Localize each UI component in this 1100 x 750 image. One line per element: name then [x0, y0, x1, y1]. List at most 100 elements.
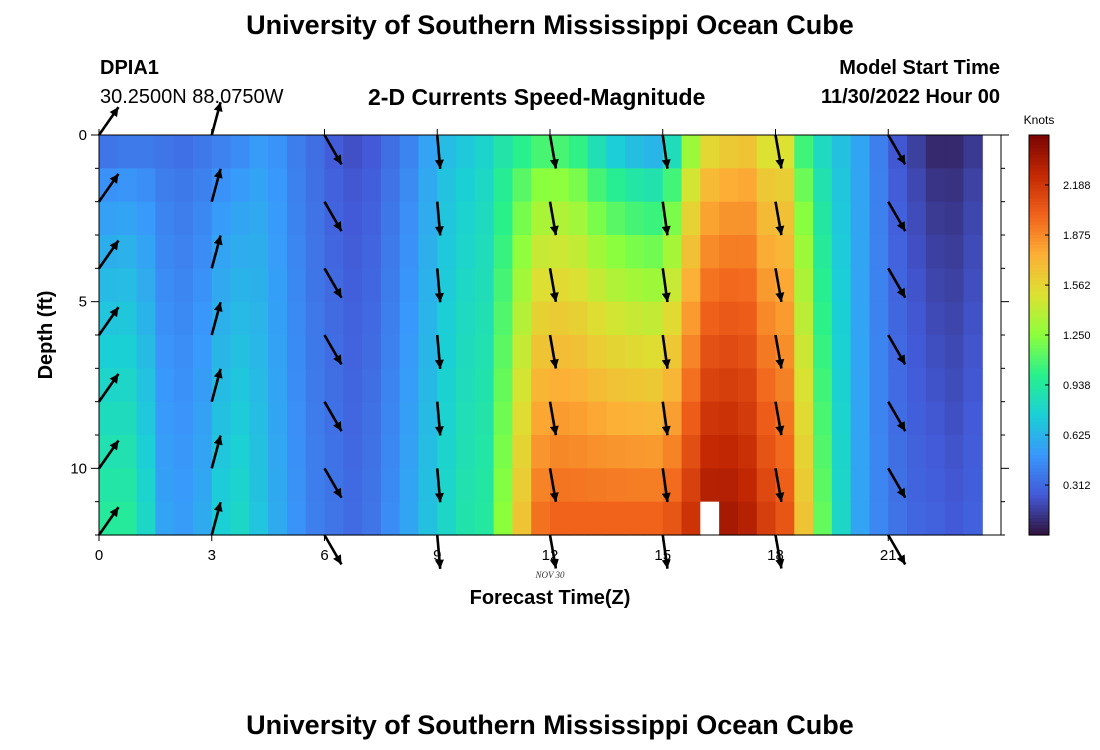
- heatmap-cell: [324, 168, 344, 203]
- heatmap-cell: [99, 468, 119, 503]
- station-id: DPIA1: [100, 57, 159, 79]
- current-vector: [774, 468, 785, 503]
- heatmap-cell: [192, 368, 213, 403]
- heatmap-cell: [512, 335, 532, 369]
- colorbar-segment: [1029, 428, 1049, 433]
- colorbar-segment: [1029, 391, 1049, 396]
- heatmap-cell: [531, 335, 551, 369]
- heatmap-cell: [944, 135, 965, 169]
- heatmap-cell: [493, 301, 514, 336]
- x-tick-label: 18: [767, 547, 784, 564]
- heatmap-cell: [681, 401, 701, 436]
- heatmap-cell: [719, 468, 739, 503]
- heatmap-cell: [99, 401, 119, 436]
- heatmap-cell: [756, 268, 777, 303]
- x-tick-label: 9: [433, 547, 441, 564]
- heatmap-cell: [380, 401, 401, 436]
- heatmap-cell: [380, 368, 401, 403]
- page-title: University of Southern Mississippi Ocean…: [246, 10, 854, 40]
- heatmap-cell: [625, 235, 645, 269]
- heatmap-cell: [606, 335, 626, 369]
- heatmap-cell: [211, 201, 232, 236]
- heatmap-cell: [268, 335, 288, 369]
- heatmap-cell: [587, 468, 607, 503]
- heatmap-cell: [831, 235, 852, 269]
- current-vector: [97, 106, 120, 136]
- heatmap-cell: [343, 301, 363, 336]
- heatmap-cell: [380, 268, 401, 303]
- heatmap-cell: [305, 301, 326, 336]
- heatmap-cell: [963, 368, 983, 403]
- heatmap-cell: [230, 468, 250, 503]
- heatmap-cell: [831, 401, 852, 436]
- heatmap-cell: [399, 435, 420, 469]
- heatmap-cell: [99, 335, 119, 369]
- heatmap-cell: [456, 135, 476, 169]
- heatmap-cell: [418, 401, 438, 436]
- heatmap-cell: [869, 201, 889, 236]
- colorbar-segment: [1029, 265, 1049, 269]
- heatmap-cell: [831, 501, 852, 536]
- colorbar-segment: [1029, 331, 1049, 336]
- heatmap-cell: [155, 435, 175, 469]
- heatmap-cell: [794, 268, 814, 303]
- heatmap-cell: [681, 368, 701, 403]
- heatmap-cell: [399, 368, 420, 403]
- heatmap-cell: [662, 435, 683, 469]
- colorbar-segment: [1029, 408, 1049, 413]
- colorbar-segment: [1029, 275, 1049, 279]
- heatmap-cell: [944, 335, 965, 369]
- heatmap-cell: [813, 201, 833, 236]
- heatmap-cell: [831, 435, 852, 469]
- current-vector: [774, 401, 785, 436]
- heatmap-cell: [174, 301, 194, 336]
- colorbar-segment: [1029, 181, 1049, 186]
- heatmap-cell: [474, 201, 495, 236]
- heatmap-cell: [117, 468, 138, 503]
- heatmap-cell: [305, 168, 326, 203]
- heatmap-cell: [662, 235, 683, 269]
- heatmap-cell: [963, 268, 983, 303]
- x-tick-label: 15: [654, 547, 671, 564]
- current-vector: [434, 268, 444, 303]
- heatmap-cell: [155, 135, 175, 169]
- heatmap-cell: [456, 401, 476, 436]
- heatmap-cell: [963, 301, 983, 336]
- heatmap-cell: [888, 235, 908, 269]
- heatmap-cell: [230, 335, 250, 369]
- heatmap-cell: [756, 435, 777, 469]
- heatmap-cell: [700, 335, 720, 369]
- heatmap-cell: [550, 301, 570, 336]
- heatmap-cell: [681, 268, 701, 303]
- colorbar-segment: [1029, 491, 1049, 496]
- colorbar-segment: [1029, 378, 1049, 383]
- heatmap-cell: [606, 435, 626, 469]
- heatmap-cell: [831, 268, 852, 303]
- colorbar-segment: [1029, 335, 1049, 339]
- heatmap-cell: [568, 501, 589, 536]
- colorbar-segment: [1029, 495, 1049, 499]
- current-vector: [774, 534, 785, 569]
- heatmap-cell: [399, 501, 420, 536]
- heatmap-cell: [907, 468, 927, 503]
- heatmap-cell: [850, 401, 871, 436]
- heatmap-cell: [512, 235, 532, 269]
- heatmap-cell: [362, 468, 382, 503]
- heatmap-cell: [418, 468, 438, 503]
- heatmap-cell: [925, 168, 946, 203]
- heatmap-cell: [700, 435, 720, 469]
- colorbar-segment: [1029, 431, 1049, 436]
- colorbar-segment: [1029, 301, 1049, 306]
- heatmap-cell: [174, 468, 194, 503]
- colorbar-segment: [1029, 145, 1049, 149]
- heatmap-cell: [737, 501, 758, 536]
- colorbar-segment: [1029, 521, 1049, 526]
- heatmap-cell: [531, 135, 551, 169]
- heatmap-cell: [813, 368, 833, 403]
- colorbar-segment: [1029, 161, 1049, 166]
- colorbar-segment: [1029, 531, 1049, 536]
- heatmap-cell: [174, 135, 194, 169]
- heatmap-cell: [362, 435, 382, 469]
- heatmap-cell: [944, 201, 965, 236]
